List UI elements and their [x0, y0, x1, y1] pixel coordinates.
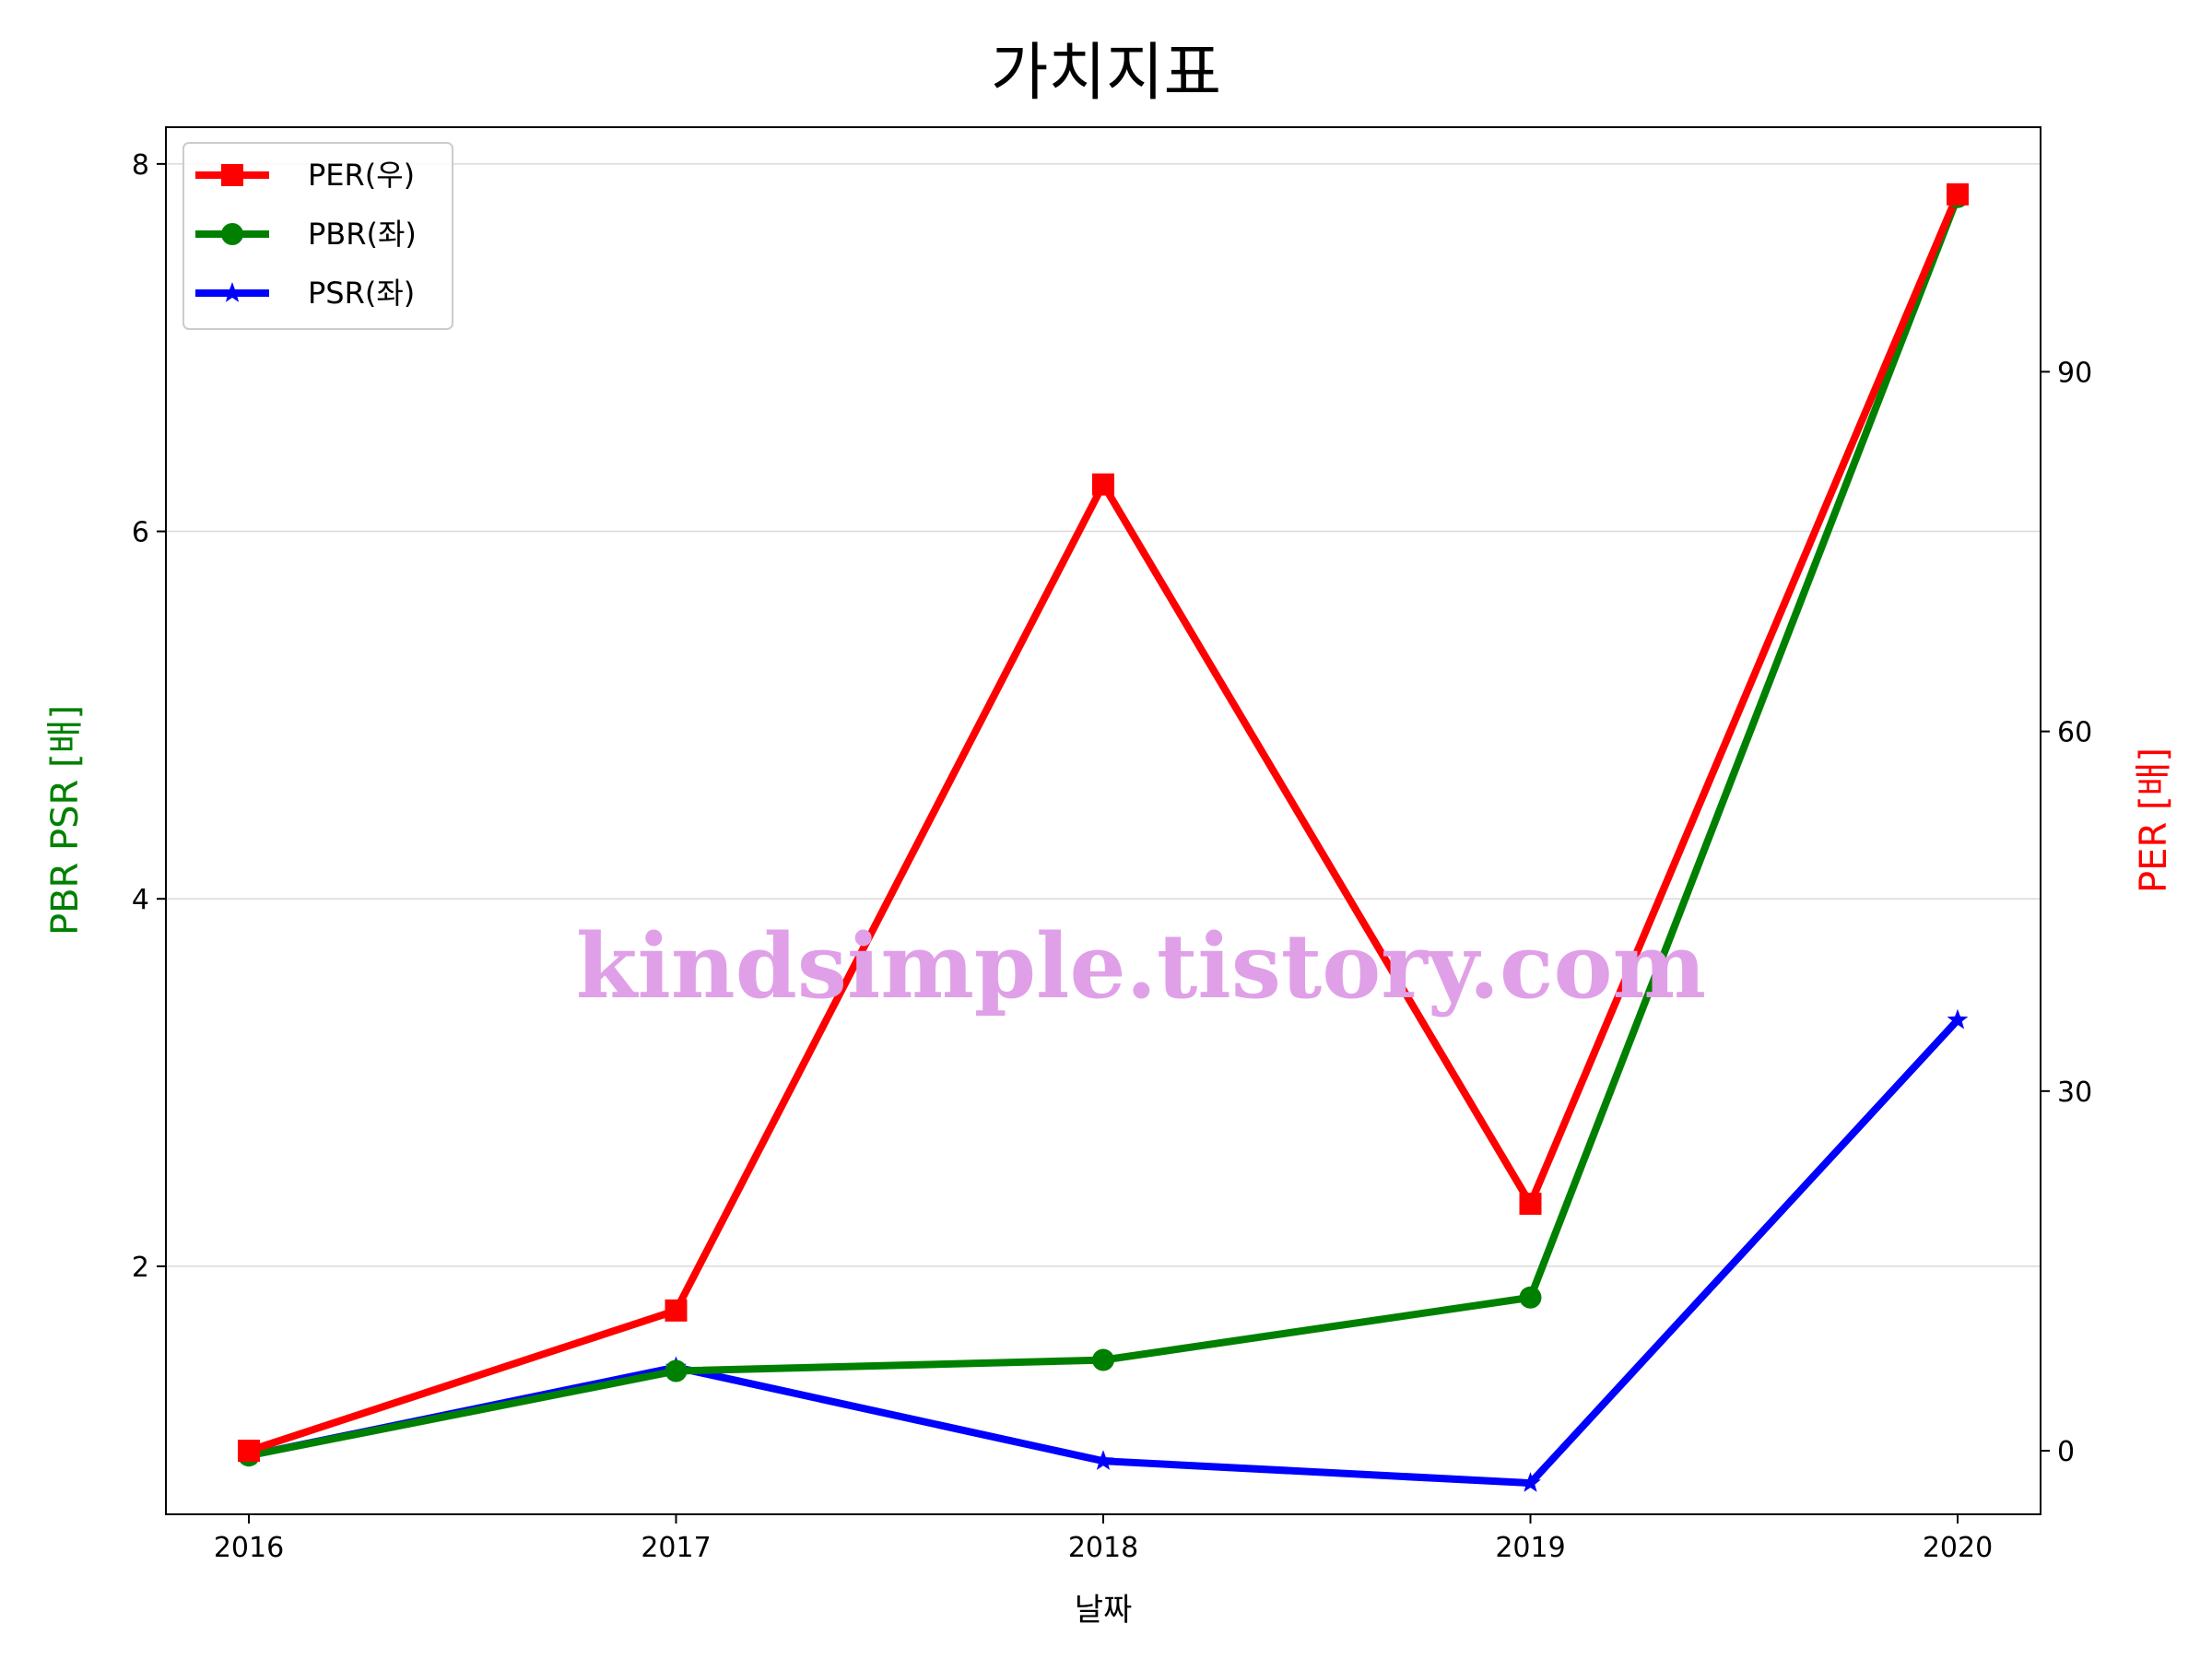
- legend-label-pbr: PBR(좌): [308, 217, 417, 252]
- point-pbr-2019: [1519, 1286, 1542, 1309]
- x-axis-ticks: 2016 2017 2018 2019 2020: [214, 1514, 1993, 1564]
- x-tick-label-2019: 2019: [1495, 1532, 1565, 1564]
- y-left-tick-label-2: 2: [132, 1252, 149, 1284]
- y-right-tick-label-0: 0: [2057, 1436, 2075, 1468]
- series-markers: [238, 182, 1969, 1492]
- point-per-2018: [1092, 473, 1114, 496]
- legend: PER(우) PBR(좌) PSR(좌): [182, 142, 453, 330]
- point-per-2017: [665, 1299, 688, 1322]
- legend-marker-psr: [221, 282, 243, 302]
- y-left-axis-title: PBR PSR [배]: [44, 705, 87, 935]
- point-per-2020: [1947, 182, 1969, 206]
- x-tick-label-2020: 2020: [1923, 1532, 1993, 1564]
- y-right-axis-ticks: 0 30 60 90: [2041, 357, 2092, 1468]
- watermark: kindsimple.tistory.com: [576, 914, 1706, 1018]
- x-tick-label-2017: 2017: [641, 1532, 711, 1564]
- y-right-tick-label-60: 60: [2057, 717, 2092, 749]
- y-left-tick-label-4: 4: [132, 884, 149, 916]
- x-tick-label-2018: 2018: [1068, 1532, 1138, 1564]
- legend-label-per: PER(우): [308, 158, 415, 193]
- legend-marker-per: [221, 164, 243, 186]
- x-axis-title: 날짜: [1075, 1592, 1133, 1629]
- y-left-axis-ticks: 2 4 6 8: [132, 149, 166, 1284]
- point-psr-2020: [1947, 1008, 1969, 1030]
- y-right-tick-label-90: 90: [2057, 357, 2092, 389]
- point-pbr-2018: [1092, 1348, 1114, 1371]
- y-right-axis-title: PER [배]: [2133, 747, 2175, 893]
- point-pbr-2017: [665, 1359, 688, 1382]
- legend-box: [182, 142, 453, 330]
- y-right-tick-label-30: 30: [2057, 1077, 2092, 1109]
- legend-marker-pbr: [221, 223, 243, 245]
- point-per-2019: [1519, 1193, 1542, 1216]
- y-left-tick-label-6: 6: [132, 517, 149, 549]
- legend-label-psr: PSR(좌): [308, 276, 415, 311]
- point-psr-2018: [1092, 1450, 1114, 1470]
- legend-entries: PER(우) PBR(좌) PSR(좌): [195, 158, 417, 311]
- point-psr-2019: [1520, 1472, 1541, 1492]
- y-left-tick-label-8: 8: [132, 149, 149, 182]
- point-per-2016: [238, 1440, 260, 1463]
- chart-title: 가치지표: [991, 37, 1221, 110]
- x-tick-label-2016: 2016: [214, 1532, 284, 1564]
